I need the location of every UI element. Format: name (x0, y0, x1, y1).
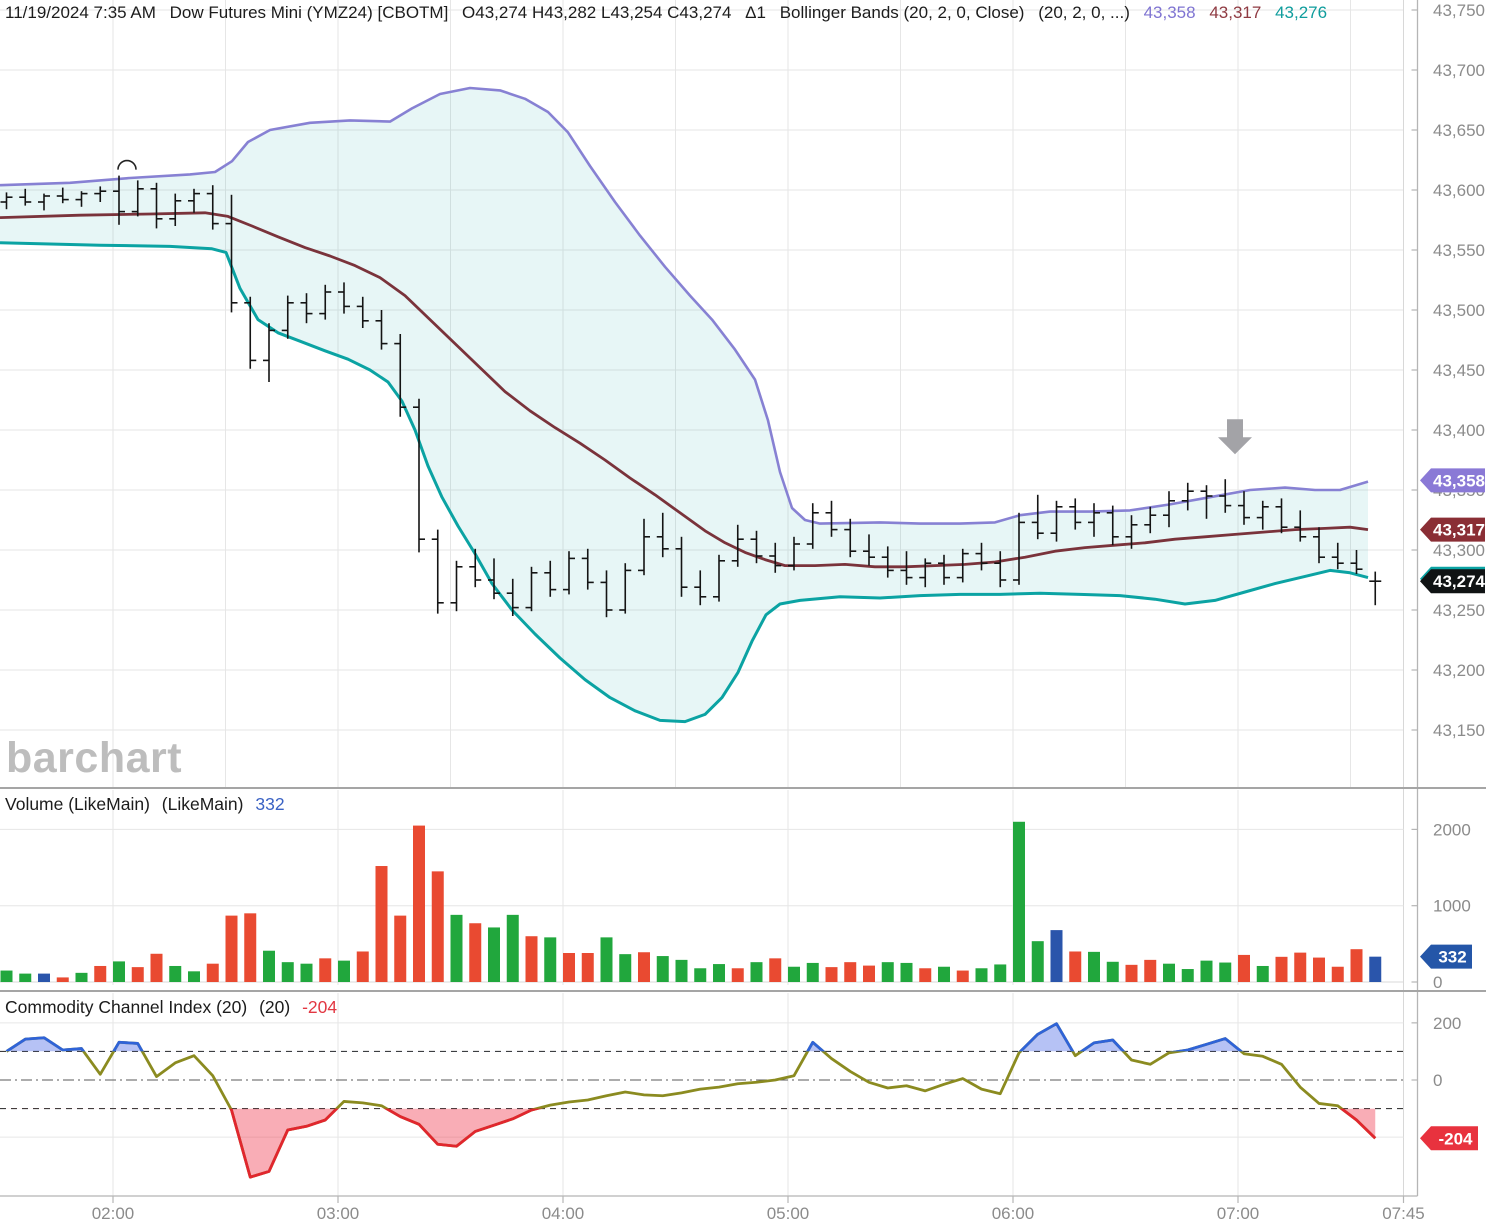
panel-separator-cci[interactable] (0, 990, 1486, 992)
time-tick-label: 05:00 (767, 1204, 810, 1223)
axis-tick-label: 43,750 (1433, 1, 1485, 20)
time-tick-label: 07:00 (1217, 1204, 1260, 1223)
axis-tick-label: 43,200 (1433, 661, 1485, 680)
header-band-value-middle: 43,317 (1209, 3, 1262, 22)
cci-study-label-2[interactable]: (20) (259, 997, 291, 1017)
header-delta: Δ1 (745, 3, 766, 22)
axis-tick-label: 1000 (1433, 897, 1471, 916)
volume-panel-title: Volume (LikeMain) (LikeMain) 332 (5, 794, 292, 815)
cci-oversold-fill (6, 1108, 1376, 1178)
axis-tick-label: 43,650 (1433, 121, 1485, 140)
time-tick-label: 07:45 (1382, 1204, 1425, 1223)
time-tick-label: 02:00 (92, 1204, 135, 1223)
time-axis[interactable]: 02:00 03:00 04:00 05:00 06:00 07:00 07:45 (92, 1196, 1425, 1223)
panel-separator-volume[interactable] (0, 787, 1486, 789)
axis-tick-label: 43,150 (1433, 721, 1485, 740)
price-badge-middle-band: 43,317 (1420, 517, 1485, 542)
time-tick-label: 06:00 (992, 1204, 1035, 1223)
header-symbol[interactable]: Dow Futures Mini (YMZ24) [CBOTM] (169, 3, 449, 22)
volume-bars (0, 821, 1382, 982)
cci-overbought-fill (6, 1023, 1242, 1052)
price-badge-upper-band: 43,358 (1420, 468, 1485, 493)
cci-line-oversold (229, 1108, 1377, 1179)
time-tick-label: 04:00 (542, 1204, 585, 1223)
axis-tick-label: 43,250 (1433, 601, 1485, 620)
cci-badge: -204 (1420, 1126, 1478, 1151)
bollinger-middle-line (0, 211, 1369, 569)
axis-tick-label: 43,700 (1433, 61, 1485, 80)
header-datetime: 11/19/2024 7:35 AM (5, 3, 156, 22)
header-ohlc: O43,274 H43,282 L43,254 C43,274 (462, 3, 732, 22)
svg-text:332: 332 (1438, 948, 1466, 967)
header-band-value-upper: 43,358 (1143, 3, 1196, 22)
ohlc-bars (0, 175, 1382, 618)
cci-line (5, 1022, 1377, 1179)
barchart-logo: barchart (6, 734, 183, 782)
axis-tick-label: 43,600 (1433, 181, 1485, 200)
svg-text:-204: -204 (1438, 1129, 1473, 1148)
axis-tick-label: 43,400 (1433, 421, 1485, 440)
chart-header: 11/19/2024 7:35 AM Dow Futures Mini (YMZ… (5, 3, 1336, 23)
cci-current-value: -204 (302, 997, 338, 1017)
cci-panel-title: Commodity Channel Index (20) (20) -204 (5, 997, 344, 1018)
cci-line-overbought (5, 1022, 1244, 1052)
price-badge-last: 43,274 (1420, 569, 1486, 594)
svg-text:43,317: 43,317 (1433, 521, 1485, 540)
bollinger-lower-line (0, 241, 1369, 724)
axis-tick-label: 43,450 (1433, 361, 1485, 380)
axis-tick-label: 0 (1433, 973, 1442, 992)
cci-study-label[interactable]: Commodity Channel Index (20) (5, 997, 248, 1017)
volume-study-label[interactable]: Volume (LikeMain) (5, 794, 150, 814)
bollinger-fill (0, 88, 1368, 722)
down-arrow-annotation[interactable] (1218, 419, 1252, 455)
candle-pattern-arc-icon (117, 159, 137, 170)
main-price-panel (0, 86, 1382, 724)
axis-tick-label: 2000 (1433, 820, 1471, 839)
cci-panel (0, 1022, 1404, 1179)
axis-tick-label: 200 (1433, 1014, 1461, 1033)
header-band-value-lower: 43,276 (1275, 3, 1328, 22)
bollinger-upper-line (0, 86, 1369, 525)
axis-tick-label: 43,550 (1433, 241, 1485, 260)
axis-tick-label: 43,300 (1433, 541, 1485, 560)
volume-current-value: 332 (255, 794, 285, 814)
svg-text:43,358: 43,358 (1433, 471, 1485, 490)
volume-panel (0, 821, 1382, 982)
volume-study-label-2[interactable]: (LikeMain) (161, 794, 244, 814)
axis-tick-label: 0 (1433, 1071, 1442, 1090)
header-study-params[interactable]: (20, 2, 0, ...) (1038, 3, 1130, 22)
price-axis[interactable]: 43,750 43,700 43,650 43,600 43,550 43,500 43,4… (0, 0, 1485, 1197)
volume-badge: 332 (1420, 944, 1472, 969)
header-study-label[interactable]: Bollinger Bands (20, 2, 0, Close) (779, 3, 1025, 22)
svg-text:43,274: 43,274 (1433, 572, 1486, 591)
axis-tick-label: 43,500 (1433, 301, 1485, 320)
time-tick-label: 03:00 (317, 1204, 360, 1223)
